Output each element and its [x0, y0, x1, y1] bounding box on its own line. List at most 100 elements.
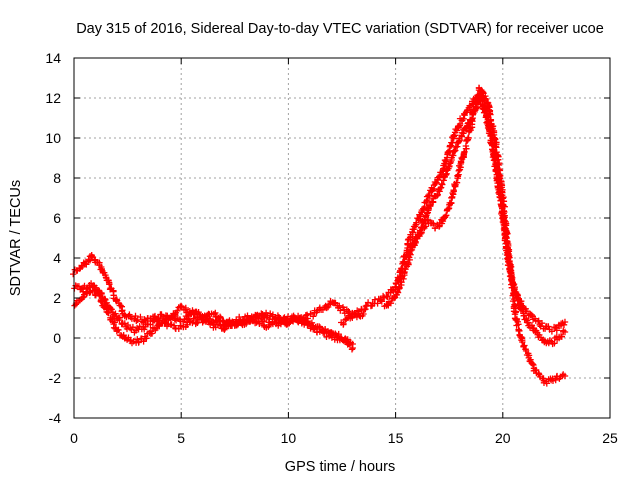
data-point	[523, 308, 531, 315]
data-point	[519, 338, 526, 346]
x-axis-label: GPS time / hours	[285, 459, 395, 475]
data-point	[407, 246, 415, 254]
y-tick-label: 0	[53, 330, 61, 346]
data-point	[437, 184, 444, 192]
data-point	[491, 135, 498, 142]
data-point	[112, 310, 119, 317]
data-point	[216, 313, 224, 320]
data-point	[438, 181, 446, 188]
data-point	[78, 263, 86, 270]
data-point	[532, 366, 540, 374]
y-tick-labels: -4 -2 0 2 4 6 8 10 12 14	[45, 50, 61, 426]
data-point	[560, 321, 568, 328]
data-point	[129, 323, 137, 331]
data-point	[143, 335, 150, 342]
data-point	[499, 189, 506, 196]
data-point	[548, 328, 556, 335]
x-tick-label: 0	[70, 430, 78, 446]
data-point	[509, 292, 516, 299]
data-point	[374, 300, 381, 307]
data-point	[216, 321, 224, 328]
data-point	[545, 323, 552, 330]
data-point	[496, 173, 503, 181]
data-point	[401, 258, 408, 265]
data-point	[456, 137, 463, 144]
data-point	[221, 325, 229, 332]
data-point	[111, 319, 118, 326]
data-point	[148, 330, 156, 337]
data-point	[199, 319, 206, 326]
data-point	[543, 380, 550, 387]
x-tick-label: 20	[495, 430, 511, 446]
data-point	[158, 320, 166, 327]
data-point	[422, 223, 429, 230]
data-point	[433, 192, 441, 199]
data-point	[140, 338, 147, 345]
data-point	[446, 143, 454, 150]
data-point	[450, 133, 457, 140]
y-tick-label: 2	[53, 290, 61, 306]
data-point	[519, 306, 526, 313]
data-point	[162, 319, 169, 326]
data-point	[115, 326, 122, 334]
data-point	[418, 229, 425, 236]
x-tick-label: 25	[602, 430, 618, 446]
data-point	[384, 293, 391, 300]
data-point	[347, 315, 354, 322]
data-point	[335, 330, 342, 338]
data-point	[117, 302, 124, 309]
data-point	[155, 320, 163, 328]
data-point	[535, 317, 542, 324]
series-arc-6	[402, 84, 569, 387]
data-point	[106, 281, 113, 288]
data-point	[123, 325, 131, 333]
data-points	[70, 84, 569, 387]
data-point	[528, 311, 535, 319]
data-point	[364, 299, 372, 306]
data-point	[137, 313, 144, 321]
data-point	[310, 323, 317, 330]
data-point	[558, 333, 565, 340]
data-point	[472, 98, 479, 106]
data-point	[449, 139, 456, 146]
data-point	[116, 316, 123, 324]
data-point	[456, 120, 464, 128]
data-point	[407, 247, 414, 254]
y-axis-label: SDTVAR / TECUs	[8, 180, 24, 296]
data-point	[88, 252, 95, 260]
data-point	[552, 376, 559, 384]
data-point	[133, 317, 140, 324]
data-point	[326, 301, 333, 308]
data-point	[482, 92, 489, 100]
data-point	[450, 187, 457, 194]
series-arc-3	[71, 287, 356, 349]
x-tick-labels: 0 5 10 15 20 25	[70, 430, 618, 446]
data-point	[395, 285, 403, 293]
data-point	[311, 325, 318, 332]
data-point	[344, 336, 351, 343]
data-point	[561, 372, 569, 380]
y-tick-label: -4	[49, 410, 62, 426]
data-point	[460, 115, 467, 122]
y-tick-label: -2	[49, 370, 62, 386]
data-point	[174, 307, 181, 314]
data-point	[436, 188, 443, 195]
data-point	[70, 270, 77, 278]
data-point	[348, 346, 356, 353]
data-point	[427, 203, 434, 210]
data-point	[538, 320, 546, 327]
data-point	[423, 199, 430, 207]
data-point	[177, 302, 185, 310]
data-point	[448, 194, 455, 201]
data-point	[446, 160, 454, 167]
data-point	[97, 298, 104, 305]
data-point	[132, 312, 139, 320]
data-point	[508, 284, 516, 291]
data-point	[305, 321, 312, 328]
data-point	[80, 293, 88, 300]
data-point	[277, 320, 285, 328]
data-point	[474, 92, 481, 99]
data-point	[521, 342, 528, 349]
